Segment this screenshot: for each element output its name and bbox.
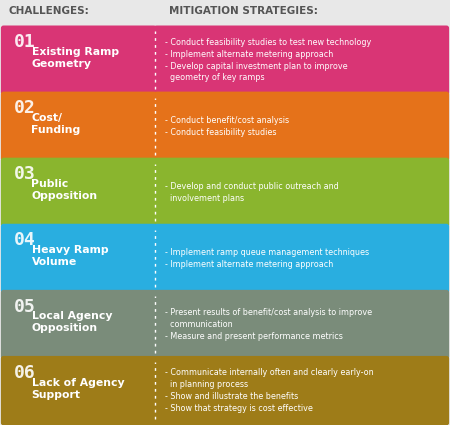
Text: - Develop and conduct public outreach and
  involvement plans: - Develop and conduct public outreach an…	[165, 182, 338, 203]
FancyBboxPatch shape	[1, 224, 157, 293]
Text: - Conduct feasibility studies to test new technology
- Implement alternate meter: - Conduct feasibility studies to test ne…	[165, 38, 371, 82]
Text: 05: 05	[14, 298, 35, 315]
FancyBboxPatch shape	[154, 224, 449, 293]
Text: Local Agency
Opposition: Local Agency Opposition	[32, 312, 112, 334]
FancyBboxPatch shape	[154, 356, 449, 425]
Text: 03: 03	[14, 165, 35, 183]
Text: - Conduct benefit/cost analysis
- Conduct feasibility studies: - Conduct benefit/cost analysis - Conduc…	[165, 116, 289, 137]
FancyBboxPatch shape	[154, 26, 449, 95]
Text: 02: 02	[14, 99, 35, 117]
Text: Public
Opposition: Public Opposition	[32, 179, 98, 201]
Text: - Present results of benefit/cost analysis to improve
  communication
- Measure : - Present results of benefit/cost analys…	[165, 308, 372, 341]
Text: MITIGATION STRATEGIES:: MITIGATION STRATEGIES:	[169, 6, 318, 16]
Text: Existing Ramp
Geometry: Existing Ramp Geometry	[32, 47, 119, 69]
FancyBboxPatch shape	[1, 92, 157, 161]
FancyBboxPatch shape	[154, 92, 449, 161]
FancyBboxPatch shape	[1, 290, 157, 360]
Text: 04: 04	[14, 232, 35, 249]
FancyBboxPatch shape	[154, 290, 449, 360]
Text: CHALLENGES:: CHALLENGES:	[8, 6, 89, 16]
FancyBboxPatch shape	[1, 158, 157, 227]
Text: Cost/
Funding: Cost/ Funding	[32, 113, 81, 135]
FancyBboxPatch shape	[154, 158, 449, 227]
FancyBboxPatch shape	[1, 26, 157, 95]
Text: 06: 06	[14, 364, 35, 382]
Text: - Communicate internally often and clearly early-on
  in planning process
- Show: - Communicate internally often and clear…	[165, 368, 374, 413]
FancyBboxPatch shape	[1, 356, 157, 425]
Text: Lack of Agency
Support: Lack of Agency Support	[32, 377, 124, 399]
Text: - Implement ramp queue management techniques
- Implement alternate metering appr: - Implement ramp queue management techni…	[165, 248, 369, 269]
Text: Heavy Ramp
Volume: Heavy Ramp Volume	[32, 245, 108, 267]
Text: 01: 01	[14, 33, 35, 51]
